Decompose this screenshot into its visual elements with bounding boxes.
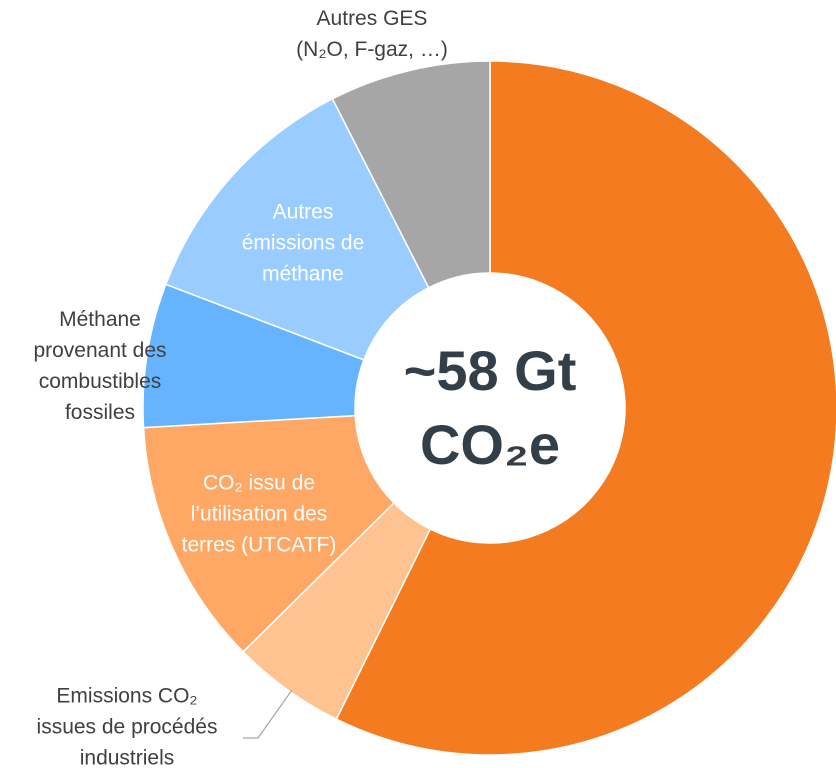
donut-slice: [164, 97, 430, 361]
leader-line: [243, 689, 293, 739]
slice-label: Autres émissions de méthane: [241, 200, 365, 286]
slice-label: CO₂ issu de l’utilisation des terres (UT…: [181, 471, 337, 557]
donut-slice: [335, 60, 836, 756]
slice-label: Méthane provenant des combustibles fossi…: [33, 308, 167, 424]
slice-label: Emissions CO₂ issues de procédés industr…: [36, 684, 218, 768]
donut-slice: [331, 60, 491, 289]
donut-slice: [142, 414, 396, 653]
slice-label: Autres GES (N₂O, F-gaz, …): [296, 7, 448, 61]
center-label: ~58 Gt CO₂e: [403, 339, 577, 476]
